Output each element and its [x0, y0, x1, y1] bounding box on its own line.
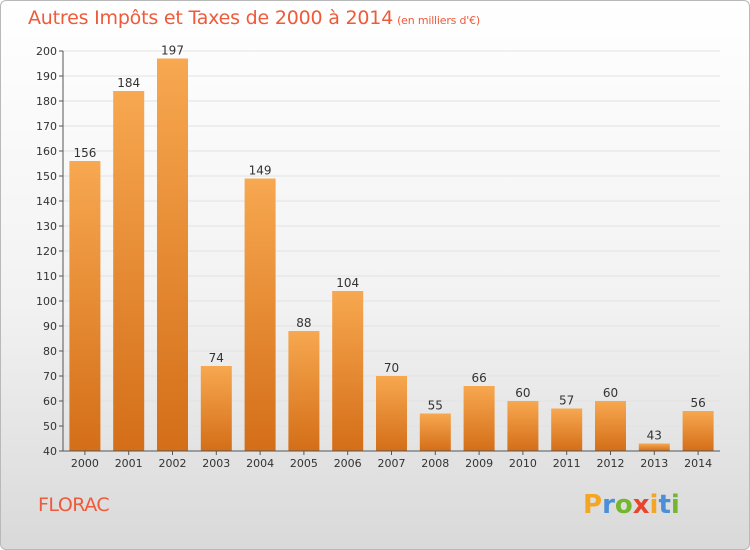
- x-tick-label: 2008: [421, 457, 449, 470]
- bar: [463, 386, 495, 451]
- bar: [638, 443, 670, 451]
- y-tick-label: 120: [36, 245, 57, 258]
- bar-value-label: 60: [603, 386, 618, 400]
- chart-title: Autres Impôts et Taxes de 2000 à 2014 (en…: [28, 7, 480, 29]
- bar-value-label: 197: [161, 44, 184, 58]
- logo-letter: t: [658, 490, 671, 520]
- bar: [682, 411, 714, 451]
- logo-letter: o: [614, 490, 633, 520]
- logo-letter: i: [649, 490, 659, 520]
- logo-letter: x: [632, 490, 650, 520]
- bar-value-label: 57: [559, 394, 574, 408]
- bar-value-label: 60: [515, 386, 530, 400]
- bar: [200, 366, 232, 451]
- bar: [113, 91, 145, 451]
- x-tick-label: 2007: [378, 457, 406, 470]
- bar: [419, 413, 451, 451]
- bar: [551, 408, 583, 451]
- y-tick-label: 160: [36, 145, 57, 158]
- x-tick-label: 2012: [597, 457, 625, 470]
- bar: [376, 376, 407, 451]
- bar-value-label: 156: [73, 146, 96, 160]
- x-tick-label: 2011: [553, 457, 581, 470]
- bar-value-label: 74: [209, 351, 224, 365]
- bar-value-label: 66: [471, 371, 486, 385]
- y-tick-label: 50: [43, 420, 57, 433]
- y-tick-label: 70: [43, 370, 57, 383]
- y-tick-label: 200: [36, 45, 57, 58]
- bar: [157, 58, 188, 451]
- bar-value-label: 149: [249, 164, 272, 178]
- y-tick-label: 80: [43, 345, 57, 358]
- bar-value-label: 184: [117, 76, 140, 90]
- x-tick-label: 2002: [159, 457, 187, 470]
- proxiti-logo: Proxiti: [583, 490, 680, 520]
- y-tick-label: 60: [43, 395, 57, 408]
- bar-value-label: 43: [647, 429, 662, 443]
- y-tick-label: 140: [36, 195, 57, 208]
- logo-letter: r: [602, 490, 615, 520]
- x-tick-label: 2004: [246, 457, 274, 470]
- y-tick-label: 180: [36, 95, 57, 108]
- bar-value-label: 88: [296, 316, 311, 330]
- y-tick-label: 110: [36, 270, 57, 283]
- x-tick-label: 2009: [465, 457, 493, 470]
- x-tick-label: 2010: [509, 457, 537, 470]
- logo-letter: P: [583, 490, 603, 520]
- bar: [595, 401, 626, 451]
- y-tick-label: 100: [36, 295, 57, 308]
- bar: [69, 161, 101, 451]
- y-tick-label: 40: [43, 445, 57, 458]
- x-tick-label: 2014: [684, 457, 712, 470]
- bar: [288, 331, 320, 451]
- commune-name: FLORAC: [38, 494, 110, 516]
- logo-letter: i: [670, 490, 680, 520]
- x-tick-label: 2013: [640, 457, 668, 470]
- bar-value-label: 104: [336, 276, 359, 290]
- x-tick-label: 2005: [290, 457, 318, 470]
- bar: [244, 178, 276, 451]
- bar: [507, 401, 539, 451]
- y-tick-label: 90: [43, 320, 57, 333]
- bar-value-label: 70: [384, 361, 399, 375]
- x-tick-label: 2000: [71, 457, 99, 470]
- unit-label: (en milliers d'€): [397, 14, 480, 27]
- y-tick-label: 150: [36, 170, 57, 183]
- y-tick-label: 170: [36, 120, 57, 133]
- chart-title-text: Autres Impôts et Taxes de 2000 à 2014: [28, 7, 394, 29]
- y-tick-label: 190: [36, 70, 57, 83]
- x-tick-label: 2001: [115, 457, 143, 470]
- bar-value-label: 55: [428, 399, 443, 413]
- bar-value-label: 56: [690, 396, 705, 410]
- x-tick-label: 2003: [202, 457, 230, 470]
- x-tick-label: 2006: [334, 457, 362, 470]
- bar: [332, 291, 364, 451]
- y-tick-label: 130: [36, 220, 57, 233]
